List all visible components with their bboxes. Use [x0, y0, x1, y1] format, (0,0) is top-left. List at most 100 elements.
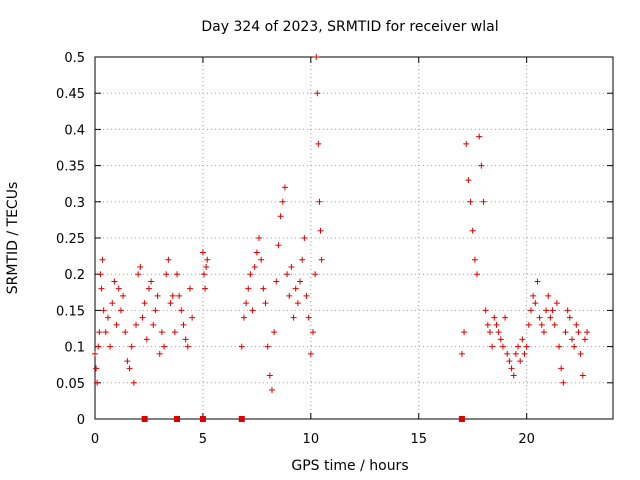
data-point-segment-4 — [515, 343, 522, 350]
data-point-segment-3 — [292, 285, 299, 292]
data-point-segment-3 — [266, 372, 273, 379]
data-point-segment-4 — [508, 365, 515, 372]
data-point-segment-3 — [284, 271, 291, 278]
x-axis-ticks: 0 5 10 15 20 — [91, 57, 535, 447]
data-point-segment-4 — [463, 140, 470, 147]
data-point-segment-4 — [478, 162, 485, 169]
y-tick-label: 0.2 — [64, 268, 85, 283]
data-point-segment-4 — [545, 292, 552, 299]
data-point-segment-1 — [111, 278, 118, 285]
data-point-segment-1 — [124, 358, 131, 365]
data-point-segment-1 — [117, 307, 124, 314]
data-point-segment-4 — [506, 358, 513, 365]
data-point-segment-1 — [137, 263, 144, 270]
data-point-segment-4 — [534, 278, 541, 285]
data-point-segment-4 — [558, 365, 565, 372]
data-point-segment-3 — [305, 314, 312, 321]
data-point-segment-3 — [262, 300, 269, 307]
data-point-segment-4 — [512, 350, 519, 357]
data-point-segment-4 — [476, 133, 483, 140]
data-point-segment-1 — [163, 271, 170, 278]
data-point-segment-1 — [174, 271, 181, 278]
data-point-segment-4 — [568, 336, 575, 343]
data-point-segment-1 — [148, 278, 155, 285]
data-point-segment-1 — [182, 336, 189, 343]
data-point-segment-3 — [253, 249, 260, 256]
zero-point-marker — [174, 416, 181, 422]
y-tick-label: 0.25 — [56, 232, 85, 247]
x-tick-label: 0 — [91, 432, 99, 447]
data-point-segment-3 — [309, 329, 316, 336]
data-point-segment-4 — [480, 198, 487, 205]
data-point-segment-1 — [156, 350, 163, 357]
data-point-segment-4 — [540, 329, 547, 336]
data-point-segment-4 — [486, 329, 493, 336]
data-point-segment-1 — [150, 321, 157, 328]
data-point-segment-1 — [189, 314, 196, 321]
data-point-segment-3 — [247, 271, 254, 278]
data-point-segment-1 — [92, 350, 98, 357]
data-point-segment-3 — [315, 140, 322, 147]
data-point-segment-4 — [458, 350, 465, 357]
data-point-segment-1 — [96, 329, 103, 336]
data-point-segment-1 — [115, 285, 122, 292]
data-point-segment-4 — [566, 314, 573, 321]
data-point-segment-1 — [100, 307, 107, 314]
y-tick-label: 0.5 — [64, 51, 85, 66]
data-point-segment-3 — [297, 278, 304, 285]
data-point-segment-4 — [474, 271, 481, 278]
data-point-segment-4 — [469, 227, 476, 234]
data-point-segment-4 — [471, 256, 478, 263]
zero-markers — [141, 416, 465, 422]
y-tick-label: 0.4 — [64, 123, 85, 138]
data-point-segment-1 — [104, 314, 111, 321]
zero-point-marker — [458, 416, 465, 422]
data-point-segment-4 — [553, 300, 560, 307]
data-point-segment-4 — [577, 350, 584, 357]
data-point-segment-3 — [249, 307, 256, 314]
data-point-segment-3 — [245, 285, 252, 292]
data-point-segment-4 — [525, 321, 532, 328]
data-point-segment-4 — [538, 321, 545, 328]
data-point-segment-1 — [133, 321, 140, 328]
data-point-segment-3 — [312, 271, 319, 278]
data-point-segment-3 — [279, 198, 286, 205]
data-point-segment-1 — [176, 292, 183, 299]
x-tick-label: 10 — [303, 432, 320, 447]
data-point-segment-4 — [571, 343, 578, 350]
data-point-segment-3 — [277, 213, 284, 220]
data-point-segment-4 — [491, 314, 498, 321]
data-point-segment-1 — [94, 379, 101, 386]
x-tick-label: 20 — [518, 432, 535, 447]
data-point-segment-3 — [303, 292, 310, 299]
data-point-segment-2 — [203, 263, 210, 270]
data-point-segment-1 — [97, 271, 104, 278]
data-point-segment-2 — [202, 285, 209, 292]
data-point-segment-3 — [251, 263, 258, 270]
data-point-segment-3 — [307, 350, 314, 357]
data-point-segment-1 — [165, 256, 172, 263]
data-point-segment-1 — [158, 329, 165, 336]
data-point-segment-4 — [519, 336, 526, 343]
data-point-segment-3 — [317, 227, 324, 234]
data-point-segment-3 — [275, 242, 282, 249]
y-tick-label: 0.45 — [56, 87, 85, 102]
zero-point-marker — [141, 416, 148, 422]
data-point-segment-4 — [536, 314, 543, 321]
data-point-segment-3 — [286, 292, 293, 299]
data-point-segment-4 — [504, 350, 511, 357]
data-point-segment-3 — [271, 329, 278, 336]
data-point-segment-4 — [560, 379, 567, 386]
y-tick-label: 0.3 — [64, 196, 85, 211]
data-point-segment-3 — [260, 285, 267, 292]
data-point-segment-4 — [549, 307, 556, 314]
data-point-segment-4 — [527, 307, 534, 314]
data-point-segment-3 — [316, 198, 323, 205]
data-point-segment-1 — [126, 365, 133, 372]
data-point-segment-4 — [467, 198, 474, 205]
data-point-segment-1 — [135, 271, 142, 278]
y-tick-label: 0.05 — [56, 377, 85, 392]
data-point-segment-3 — [290, 314, 297, 321]
data-point-segment-4 — [543, 307, 550, 314]
